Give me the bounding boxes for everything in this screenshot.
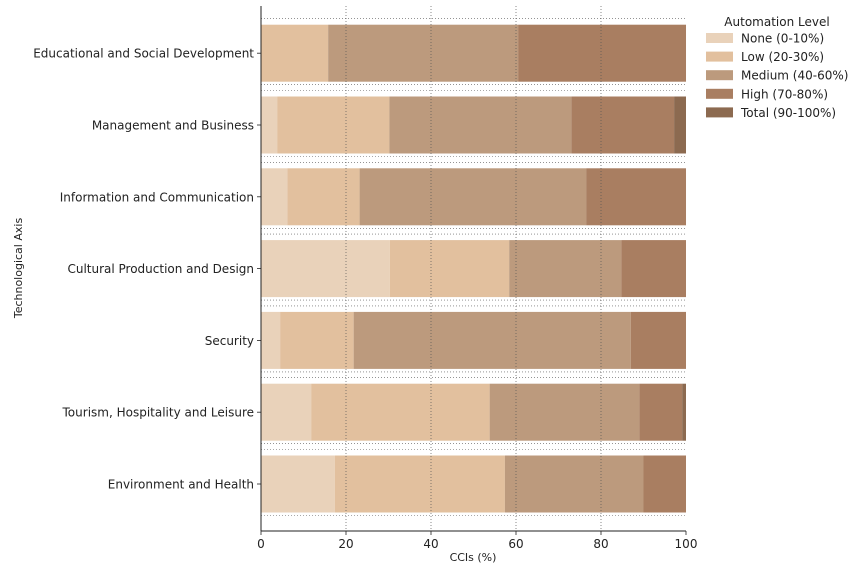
x-tick-label: 100 xyxy=(675,537,698,551)
bar-segment xyxy=(504,455,644,513)
legend-label: Medium (40-60%) xyxy=(741,69,848,83)
legend-swatch xyxy=(706,33,733,43)
row-separators xyxy=(261,18,686,516)
y-tick-label: Cultural Production and Design xyxy=(67,262,254,276)
x-tick-label: 40 xyxy=(423,537,438,551)
bar-segment xyxy=(311,383,490,441)
legend-swatch xyxy=(706,70,733,81)
legend-label: Low (20-30%) xyxy=(741,50,824,64)
bar-segment xyxy=(509,240,622,298)
y-tick-label: Security xyxy=(205,334,254,348)
bar-segment xyxy=(261,311,281,369)
bar-segment xyxy=(261,240,390,298)
bar-segment xyxy=(389,96,572,154)
bar-segment xyxy=(261,455,335,513)
bar-segment xyxy=(277,96,390,154)
y-tick-label: Educational and Social Development xyxy=(33,47,254,61)
bar-segment xyxy=(586,168,687,226)
bar-segment xyxy=(359,168,587,226)
y-axis-ticks: Educational and Social Development Manage… xyxy=(33,47,261,492)
bar-segment xyxy=(389,240,510,298)
y-tick-label: Environment and Health xyxy=(108,478,254,492)
bar-segment xyxy=(518,24,687,82)
legend-label: High (70-80%) xyxy=(741,87,828,101)
bar-segment xyxy=(261,96,278,154)
legend-label: Total (90-100%) xyxy=(740,106,836,120)
y-tick-label: Tourism, Hospitality and Leisure xyxy=(62,406,254,420)
x-tick-label: 60 xyxy=(508,537,523,551)
x-axis-label: CCIs (%) xyxy=(450,551,497,564)
x-tick-label: 0 xyxy=(257,537,265,551)
legend-swatch xyxy=(706,88,733,99)
bar-segment xyxy=(261,383,312,441)
bar-segment xyxy=(261,168,288,226)
bar-segment xyxy=(261,24,329,82)
bar-segment xyxy=(639,383,683,441)
bar-segment xyxy=(353,311,631,369)
bar-segment xyxy=(334,455,505,513)
legend-label: None (0-10%) xyxy=(741,32,824,46)
y-axis-label: Technological Axis xyxy=(12,218,25,320)
bar-segment xyxy=(287,168,360,226)
bars-layer xyxy=(261,24,687,513)
bar-segment xyxy=(643,455,686,513)
x-axis-ticks: 0 20 40 60 80 100 xyxy=(257,531,697,551)
y-tick-label: Information and Communication xyxy=(60,190,254,204)
legend-swatch xyxy=(706,51,733,62)
bar-segment xyxy=(280,311,354,369)
bar-segment xyxy=(630,311,686,369)
bar-segment xyxy=(682,383,686,441)
legend-title: Automation Level xyxy=(724,15,829,29)
bar-segment xyxy=(571,96,675,154)
x-tick-label: 20 xyxy=(338,537,353,551)
x-tick-label: 80 xyxy=(593,537,608,551)
bar-segment xyxy=(489,383,640,441)
bar-segment xyxy=(328,24,519,82)
legend-swatch xyxy=(706,107,733,118)
bar-segment xyxy=(621,240,686,298)
y-tick-label: Management and Business xyxy=(92,119,254,133)
vertical-gridlines xyxy=(345,6,602,531)
bar-segment xyxy=(674,96,686,154)
legend: Automation Level None (0-10%) Low (20-30%… xyxy=(706,15,848,120)
